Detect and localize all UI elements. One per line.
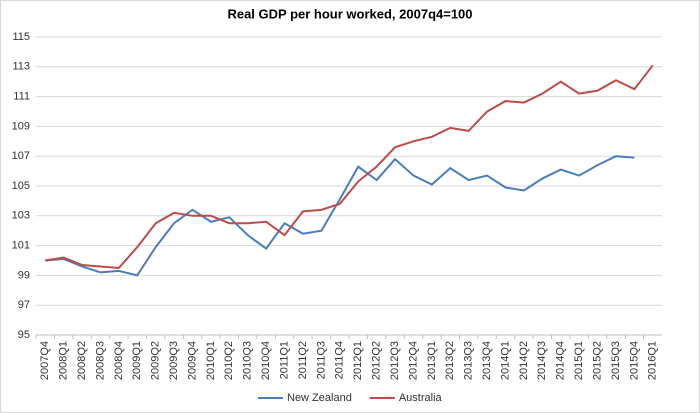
y-tick-label: 97 xyxy=(18,299,30,311)
x-tick-label: 2011Q4 xyxy=(334,341,346,379)
x-tick-label: 2009Q1 xyxy=(131,341,143,380)
x-tick-label: 2010Q4 xyxy=(260,341,272,380)
x-tick-label: 2016Q1 xyxy=(647,341,659,380)
x-tick-label: 2007Q4 xyxy=(39,341,51,380)
y-tick-label: 103 xyxy=(12,210,30,222)
x-tick-label: 2013Q1 xyxy=(426,341,438,380)
x-tick-label: 2012Q1 xyxy=(352,341,364,380)
x-tick-label: 2011Q1 xyxy=(278,341,290,379)
x-tick-label: 2008Q1 xyxy=(58,341,70,380)
x-tick-label: 2008Q4 xyxy=(113,341,125,380)
x-tick-label: 2015Q3 xyxy=(610,341,622,380)
x-tick-label: 2014Q2 xyxy=(518,341,530,380)
y-tick-label: 95 xyxy=(18,329,30,341)
y-tick-label: 99 xyxy=(18,269,30,281)
y-tick-label: 113 xyxy=(12,61,30,73)
x-tick-label: 2015Q2 xyxy=(591,341,603,380)
legend-label: Australia xyxy=(399,392,443,404)
y-tick-label: 107 xyxy=(12,150,30,162)
x-tick-label: 2012Q4 xyxy=(407,341,419,380)
y-tick-label: 111 xyxy=(13,91,30,103)
x-tick-label: 2009Q4 xyxy=(186,341,198,380)
x-tick-label: 2014Q3 xyxy=(536,341,548,380)
y-tick-label: 109 xyxy=(12,120,30,132)
y-tick-label: 101 xyxy=(12,240,30,252)
line-series xyxy=(45,64,654,269)
y-tick-label: 115 xyxy=(12,31,30,43)
x-tick-label: 2015Q1 xyxy=(573,341,585,380)
x-tick-label: 2010Q3 xyxy=(242,341,254,380)
chart-title: Real GDP per hour worked, 2007q4=100 xyxy=(227,6,472,21)
x-tick-label: 2013Q2 xyxy=(444,341,456,380)
x-tick-label: 2008Q3 xyxy=(94,341,106,380)
x-tick-label: 2012Q2 xyxy=(371,341,383,380)
x-tick-label: 2010Q1 xyxy=(205,341,217,380)
x-tick-label: 2011Q3 xyxy=(315,341,327,379)
x-tick-label: 2009Q3 xyxy=(168,341,180,380)
x-tick-label: 2015Q4 xyxy=(628,341,640,380)
x-tick-label: 2013Q4 xyxy=(481,341,493,380)
x-tick-label: 2014Q1 xyxy=(499,341,511,380)
x-tick-label: 2014Q4 xyxy=(555,341,567,380)
x-tick-label: 2012Q3 xyxy=(389,341,401,380)
x-tick-label: 2008Q2 xyxy=(76,341,88,380)
y-tick-label: 105 xyxy=(12,180,30,192)
x-tick-label: 2013Q3 xyxy=(463,341,475,380)
x-tick-label: 2011Q2 xyxy=(297,341,309,379)
x-tick-label: 2009Q2 xyxy=(150,341,162,380)
line-series xyxy=(45,155,635,277)
x-tick-label: 2010Q2 xyxy=(223,341,235,380)
legend-label: New Zealand xyxy=(287,392,352,404)
